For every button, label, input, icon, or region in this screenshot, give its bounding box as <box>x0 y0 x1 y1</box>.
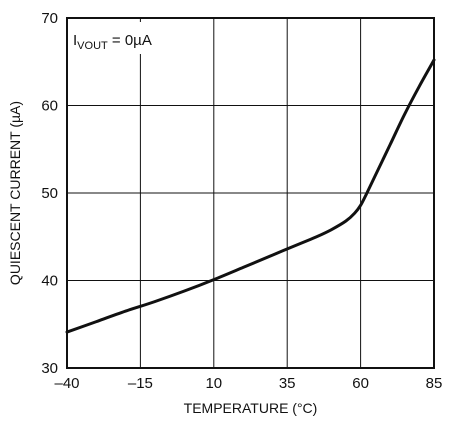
x-tick-label: 60 <box>352 375 369 392</box>
annotation-suffix: = 0µA <box>108 32 152 49</box>
annotation-main: I <box>73 32 77 49</box>
x-tick-label: 85 <box>426 375 443 392</box>
x-tick-label: 10 <box>205 375 222 392</box>
y-axis-title: QUIESCENT CURRENT (µA) <box>7 101 23 285</box>
y-tick-label: 40 <box>41 273 58 290</box>
x-tick-label: –40 <box>54 375 79 392</box>
y-tick-label: 50 <box>41 185 58 202</box>
x-tick-label: –15 <box>128 375 153 392</box>
y-tick-label: 30 <box>41 360 58 377</box>
grid <box>67 18 434 368</box>
x-tick-labels: –40 –15 10 35 60 85 <box>54 375 442 392</box>
annotation-text: IVOUT = 0µA <box>73 32 152 52</box>
x-tick-label: 35 <box>279 375 296 392</box>
annotation-subscript: VOUT <box>77 40 108 52</box>
series-line <box>65 58 436 334</box>
annotation-background <box>69 22 158 54</box>
x-axis-title: TEMPERATURE (°C) <box>184 400 318 416</box>
plot-frame <box>66 17 435 369</box>
y-tick-labels: 30 40 50 60 70 <box>41 10 58 377</box>
annotation: IVOUT = 0µA <box>69 22 158 54</box>
y-tick-label: 60 <box>41 98 58 115</box>
y-tick-label: 70 <box>41 10 58 27</box>
